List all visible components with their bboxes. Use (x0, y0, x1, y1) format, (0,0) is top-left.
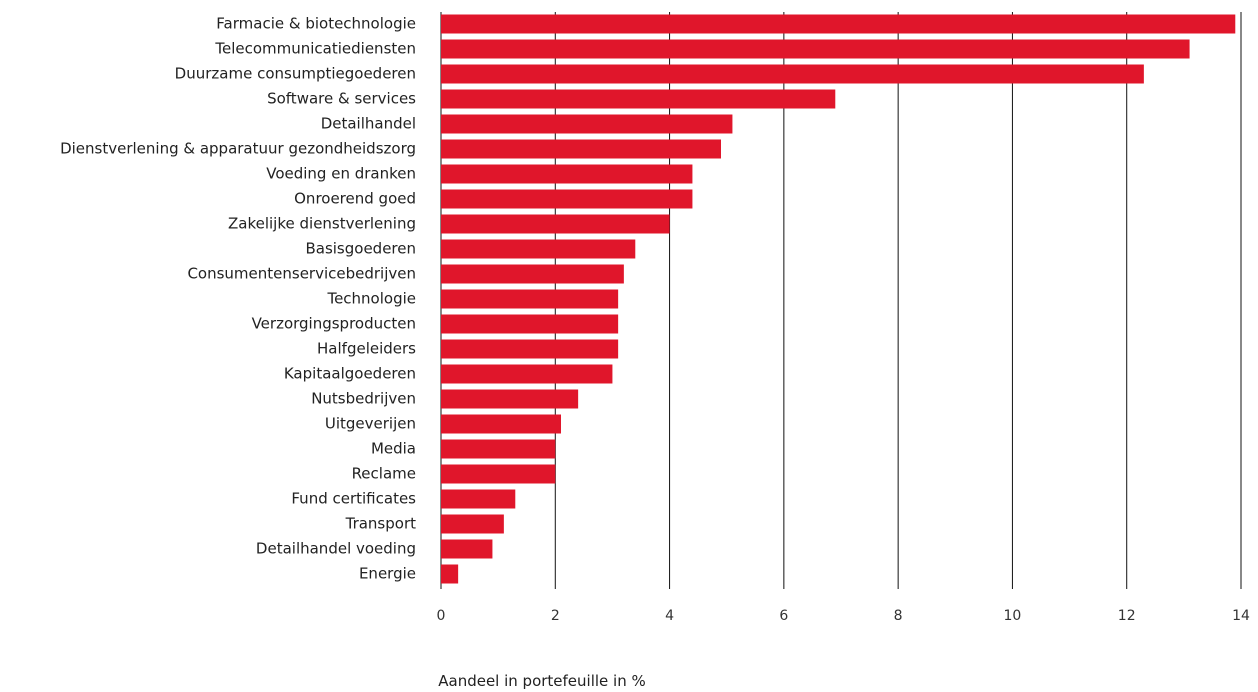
category-labels: Farmacie & biotechnologie Telecommunicati… (60, 15, 416, 583)
bar (441, 64, 1144, 84)
bar (441, 364, 613, 384)
bar (441, 339, 619, 359)
bar (441, 539, 493, 559)
category-label: Basisgoederen (305, 240, 416, 258)
x-axis-title: Aandeel in portefeuille in % (438, 672, 646, 690)
category-label: Dienstverlening & apparatuur gezondheids… (60, 140, 416, 158)
bar (441, 389, 579, 409)
category-label: Halfgeleiders (317, 340, 416, 358)
category-label: Fund certificates (291, 490, 416, 508)
bar (441, 514, 504, 534)
category-label: Software & services (267, 90, 416, 108)
bar (441, 14, 1236, 34)
category-label: Zakelijke dienstverlening (228, 215, 416, 233)
bar (441, 114, 733, 134)
category-label: Energie (359, 565, 416, 583)
category-label: Detailhandel (321, 115, 416, 133)
x-tick-label: 2 (551, 608, 560, 624)
bar (441, 314, 619, 334)
x-tick-label: 14 (1232, 608, 1250, 624)
category-label: Voeding en dranken (266, 165, 416, 183)
x-tick-label: 0 (437, 608, 446, 624)
bar (441, 189, 693, 209)
category-label: Reclame (352, 465, 416, 483)
bar (441, 239, 636, 259)
bar (441, 214, 670, 234)
x-tick-label: 4 (665, 608, 674, 624)
category-label: Consumentenservicebedrijven (187, 265, 416, 283)
x-tick-label: 8 (894, 608, 903, 624)
bar (441, 164, 693, 184)
bar (441, 439, 556, 459)
bar (441, 289, 619, 309)
category-label: Telecommunicatiediensten (214, 40, 416, 58)
category-label: Transport (345, 515, 417, 533)
category-label: Technologie (326, 290, 416, 308)
bar (441, 414, 561, 434)
category-label: Duurzame consumptiegoederen (175, 65, 416, 83)
x-tick-label: 12 (1118, 608, 1136, 624)
bar (441, 564, 459, 584)
bar (441, 489, 516, 509)
bar (441, 89, 836, 109)
category-label: Detailhandel voeding (256, 540, 416, 558)
category-label: Uitgeverijen (325, 415, 416, 433)
bar (441, 464, 556, 484)
category-label: Onroerend goed (294, 190, 416, 208)
bars (441, 14, 1236, 584)
category-label: Nutsbedrijven (311, 390, 416, 408)
category-label: Media (371, 440, 416, 458)
category-label: Verzorgingsproducten (252, 315, 416, 333)
category-label: Farmacie & biotechnologie (216, 15, 416, 33)
bar (441, 264, 624, 284)
x-tick-label: 10 (1004, 608, 1022, 624)
bar (441, 39, 1190, 59)
category-label: Kapitaalgoederen (284, 365, 416, 383)
x-tick-label: 6 (779, 608, 788, 624)
bar (441, 139, 721, 159)
x-tick-labels: 0 2 4 6 8 10 12 14 (437, 608, 1250, 624)
